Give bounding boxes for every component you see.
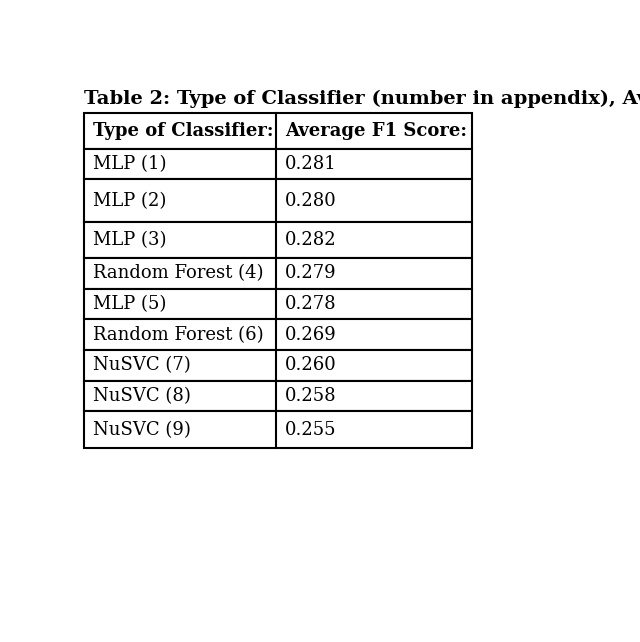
Text: MLP (5): MLP (5) <box>93 295 166 313</box>
Text: Random Forest (4): Random Forest (4) <box>93 265 264 282</box>
Bar <box>84 113 472 149</box>
Text: Average F1 Score:: Average F1 Score: <box>285 122 467 140</box>
Text: Random Forest (6): Random Forest (6) <box>93 325 264 343</box>
Text: MLP (1): MLP (1) <box>93 155 166 173</box>
Text: Table 2: Type of Classifier (number in appendix), Average F: Table 2: Type of Classifier (number in a… <box>84 89 640 108</box>
Bar <box>84 381 472 412</box>
Bar <box>84 412 472 448</box>
Text: 0.278: 0.278 <box>285 295 337 313</box>
Text: 0.281: 0.281 <box>285 155 337 173</box>
Text: 0.279: 0.279 <box>285 265 337 282</box>
Bar <box>84 350 472 381</box>
Text: 0.260: 0.260 <box>285 356 337 374</box>
Text: MLP (3): MLP (3) <box>93 231 166 249</box>
Text: MLP (2): MLP (2) <box>93 192 166 210</box>
Text: 0.282: 0.282 <box>285 231 337 249</box>
Text: 0.269: 0.269 <box>285 325 337 343</box>
Text: Type of Classifier:: Type of Classifier: <box>93 122 273 140</box>
Text: NuSVC (9): NuSVC (9) <box>93 421 191 438</box>
Text: NuSVC (8): NuSVC (8) <box>93 387 191 405</box>
Bar <box>84 319 472 350</box>
Text: NuSVC (7): NuSVC (7) <box>93 356 191 374</box>
Bar <box>84 258 472 289</box>
Bar <box>84 149 472 179</box>
Bar <box>84 222 472 258</box>
Text: 0.280: 0.280 <box>285 192 337 210</box>
Bar <box>84 179 472 222</box>
Bar <box>84 289 472 319</box>
Text: 0.255: 0.255 <box>285 421 337 438</box>
Text: 0.258: 0.258 <box>285 387 337 405</box>
